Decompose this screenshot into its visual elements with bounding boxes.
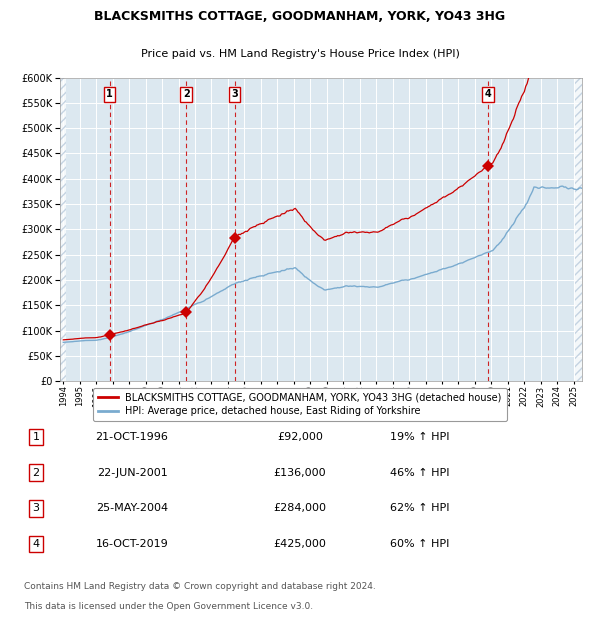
- Text: 4: 4: [32, 539, 40, 549]
- Text: This data is licensed under the Open Government Licence v3.0.: This data is licensed under the Open Gov…: [24, 603, 313, 611]
- Text: Price paid vs. HM Land Registry's House Price Index (HPI): Price paid vs. HM Land Registry's House …: [140, 48, 460, 58]
- Text: £92,000: £92,000: [277, 432, 323, 442]
- Text: 3: 3: [231, 89, 238, 99]
- Text: BLACKSMITHS COTTAGE, GOODMANHAM, YORK, YO43 3HG: BLACKSMITHS COTTAGE, GOODMANHAM, YORK, Y…: [94, 10, 506, 23]
- Text: 16-OCT-2019: 16-OCT-2019: [95, 539, 169, 549]
- Text: 1: 1: [32, 432, 40, 442]
- Legend: BLACKSMITHS COTTAGE, GOODMANHAM, YORK, YO43 3HG (detached house), HPI: Average p: BLACKSMITHS COTTAGE, GOODMANHAM, YORK, Y…: [94, 388, 506, 422]
- Text: 2: 2: [183, 89, 190, 99]
- Text: 25-MAY-2004: 25-MAY-2004: [96, 503, 168, 513]
- Text: 22-JUN-2001: 22-JUN-2001: [97, 467, 167, 477]
- Text: 1: 1: [106, 89, 113, 99]
- Text: £136,000: £136,000: [274, 467, 326, 477]
- Text: 4: 4: [485, 89, 491, 99]
- Text: 3: 3: [32, 503, 40, 513]
- Text: 2: 2: [32, 467, 40, 477]
- Text: 21-OCT-1996: 21-OCT-1996: [95, 432, 169, 442]
- Text: Contains HM Land Registry data © Crown copyright and database right 2024.: Contains HM Land Registry data © Crown c…: [24, 582, 376, 591]
- Text: £284,000: £284,000: [274, 503, 326, 513]
- Text: 60% ↑ HPI: 60% ↑ HPI: [391, 539, 449, 549]
- Text: £425,000: £425,000: [274, 539, 326, 549]
- Text: 19% ↑ HPI: 19% ↑ HPI: [390, 432, 450, 442]
- Text: 46% ↑ HPI: 46% ↑ HPI: [390, 467, 450, 477]
- Text: 62% ↑ HPI: 62% ↑ HPI: [390, 503, 450, 513]
